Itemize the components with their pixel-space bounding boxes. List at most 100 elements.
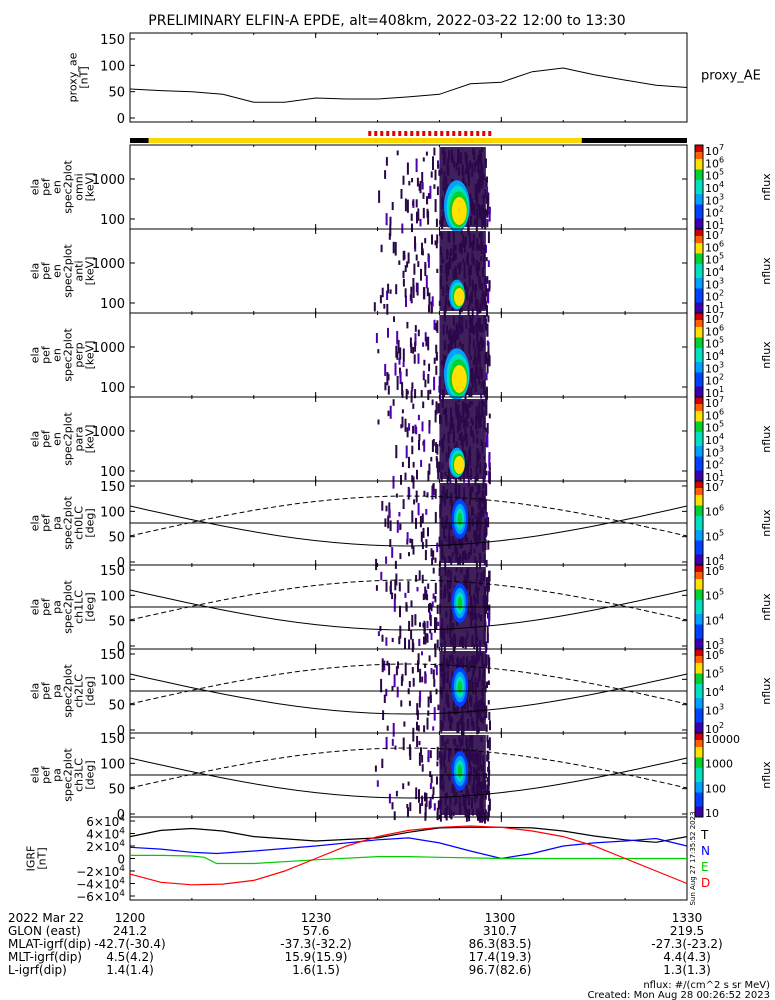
flux-pixel [393, 674, 396, 688]
flux-pixel [394, 593, 397, 600]
flux-pixel [411, 178, 414, 183]
flux-pixel [412, 278, 415, 292]
flux-pixel [421, 242, 423, 255]
flux-pixel [404, 418, 407, 432]
colorbar-tick-label: 100 [705, 782, 726, 795]
flux-pixel [409, 802, 412, 812]
flux-pixel [389, 581, 392, 595]
colorbar-tick-label: 10 [705, 807, 719, 820]
flux-pixel [437, 800, 440, 810]
colorbar-cell [695, 621, 703, 625]
igrf-series-line [129, 837, 688, 860]
flux-pixel [488, 798, 491, 811]
flux-pixel [426, 198, 428, 205]
panel-frame [129, 228, 688, 314]
footer-value: -27.3(-23.2) [651, 937, 722, 951]
flux-pixel [433, 357, 436, 364]
colorbar-tick-label: 107 [705, 311, 724, 326]
footer-row-label: MLT-igrf(dip) [8, 950, 82, 964]
flux-pixel [486, 735, 489, 743]
flux-pixel [382, 710, 385, 720]
flux-pixel [406, 390, 409, 395]
colorbar-tick-label: 105 [705, 252, 724, 267]
colorbar-cell [695, 519, 703, 524]
flux-pixel [411, 382, 414, 389]
flux-pixel [406, 321, 409, 329]
flux-pixel [409, 538, 412, 544]
flux-pixel [402, 737, 405, 751]
panel-ylabel-line: anti [73, 260, 86, 281]
flux-pixel [427, 527, 429, 537]
flux-pixel [423, 636, 425, 645]
flux-pixel [391, 592, 394, 600]
y-tick-label: −2×104 [76, 864, 125, 879]
flux-pixel [399, 553, 402, 560]
colorbar-cell [695, 484, 703, 489]
panel-ylabel-line: omni [73, 173, 86, 200]
flux-pixel [429, 628, 432, 634]
colorbar-cell [695, 701, 703, 706]
flux-pixel [444, 557, 447, 570]
flux-pixel [406, 427, 409, 438]
flux-pixel [426, 287, 429, 297]
y-tick-label: 1000 [92, 173, 125, 188]
flux-pixel [411, 387, 414, 392]
flux-pixel [425, 539, 428, 548]
flux-pixel [486, 595, 488, 608]
flux-pixel [434, 409, 437, 423]
flux-pixel [412, 461, 415, 468]
colorbar-cell [695, 719, 703, 723]
flux-pixel [379, 295, 382, 304]
colorbar-cell [695, 537, 703, 541]
colorbar-cell [695, 372, 703, 377]
flux-pixel [440, 642, 443, 652]
colorbar-cell [695, 698, 703, 702]
flux-pixel [404, 472, 407, 481]
spectrogram-panel: 050100150elapefpaspec2plotch3LC[deg]1000… [29, 732, 773, 824]
red-dash [488, 131, 492, 136]
flux-pixel [431, 794, 434, 800]
panel-ylabel-line: [deg] [84, 508, 97, 537]
colorbar-cell [695, 432, 703, 436]
flux-pixel [408, 681, 411, 688]
colorbar-cell [695, 320, 703, 324]
flux-pixel [487, 577, 490, 592]
flux-pixel [413, 499, 416, 505]
flux-pixel [434, 169, 437, 181]
flux-pixel [486, 754, 489, 762]
colorbar-label-text: nflux [760, 677, 773, 705]
colorbar-cell [695, 645, 703, 650]
flux-pixel [486, 784, 489, 795]
flux-pixel [487, 779, 490, 789]
flux-pixel [391, 738, 394, 746]
flux-pixel [405, 368, 408, 377]
flux-pixel [385, 213, 388, 226]
flux-pixel [435, 365, 438, 375]
flux-pixel [388, 793, 391, 804]
colorbar-cell [695, 369, 703, 373]
flux-pixel [377, 419, 380, 425]
flux-pixel [419, 803, 422, 814]
colorbar-tick-label: 103 [705, 637, 724, 652]
flux-pixel [428, 603, 430, 613]
flux-pixel [392, 723, 395, 737]
flux-pixel [406, 199, 409, 213]
footer-value: 15.9(15.9) [285, 950, 348, 964]
colorbar-cell [695, 799, 703, 804]
colorbar-cell [695, 386, 703, 391]
colorbar-label: nflux [760, 173, 773, 201]
proxy-ae-line [129, 67, 688, 103]
colorbar-tick-label: 106 [705, 504, 724, 519]
flux-pixel [386, 660, 389, 666]
flux-pixel [416, 211, 418, 224]
colorbar-cell [695, 250, 703, 254]
flux-pixel [434, 617, 436, 627]
flux-pixel [394, 745, 397, 750]
flux-pixel [419, 516, 422, 528]
flux-pixel [487, 192, 490, 206]
colorbar-cell [695, 726, 703, 730]
flux-pixel [488, 454, 491, 468]
colorbar-cell [695, 285, 703, 289]
